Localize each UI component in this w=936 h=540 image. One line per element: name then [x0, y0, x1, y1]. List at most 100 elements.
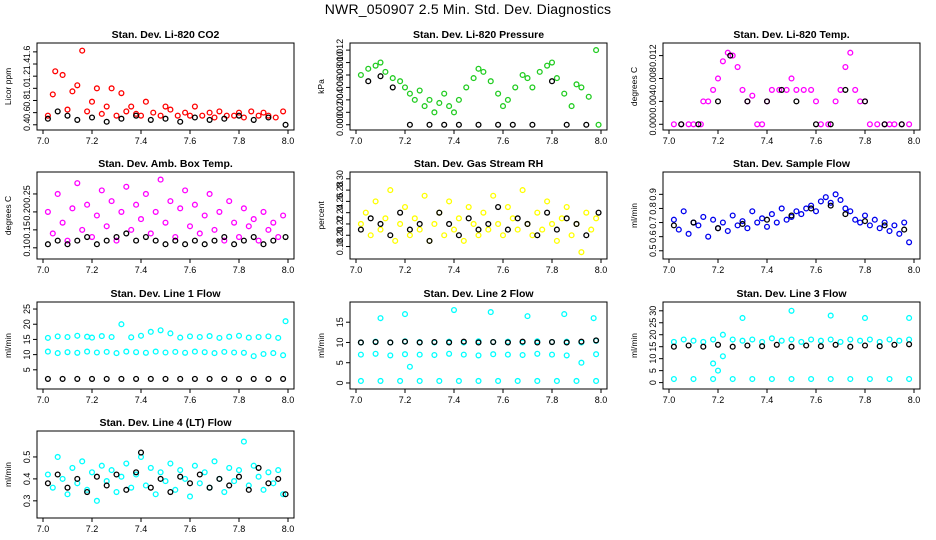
- data-point: [64, 241, 71, 248]
- data-point: [837, 86, 844, 93]
- series-upper-band: [670, 331, 913, 345]
- data-point: [401, 338, 409, 345]
- x-tick-label: 7.8: [233, 524, 246, 534]
- data-point: [162, 375, 169, 382]
- series-middle-band: [357, 350, 600, 370]
- data-point: [593, 377, 600, 384]
- data-point: [392, 237, 399, 244]
- data-point: [847, 336, 854, 343]
- data-point: [514, 226, 521, 233]
- data-point: [563, 352, 570, 359]
- y-tick-label: 0.25: [22, 185, 32, 203]
- data-point: [825, 121, 832, 128]
- x-tick-label: 7.0: [663, 265, 676, 275]
- plot-frame: [662, 171, 921, 260]
- data-point: [133, 349, 140, 356]
- data-point: [906, 314, 913, 322]
- data-point: [235, 375, 243, 382]
- data-point: [84, 108, 91, 115]
- data-point: [514, 215, 521, 222]
- data-point: [446, 103, 453, 110]
- data-point: [827, 199, 834, 206]
- data-point: [729, 212, 736, 219]
- y-axis-label: percent: [316, 201, 326, 230]
- x-tick-label: 7.8: [546, 136, 559, 146]
- y-axis-label: kPa: [316, 79, 326, 94]
- data-point: [88, 233, 96, 241]
- data-point: [177, 205, 184, 212]
- data-point: [886, 375, 893, 383]
- data-point: [152, 237, 159, 244]
- data-point: [808, 336, 815, 343]
- data-point: [64, 112, 71, 119]
- data-point: [485, 220, 492, 228]
- y-tick-label: 5: [648, 368, 658, 373]
- data-point: [426, 96, 433, 103]
- data-point: [842, 211, 849, 218]
- data-point: [705, 233, 712, 240]
- data-point: [763, 223, 771, 230]
- data-point: [827, 336, 834, 343]
- y-axis-label: ml/min: [629, 203, 639, 228]
- data-point: [852, 86, 859, 93]
- data-point: [172, 237, 179, 244]
- y-tick-label: 0.004: [335, 89, 345, 112]
- data-point: [729, 52, 736, 59]
- data-point: [446, 339, 453, 346]
- data-point: [700, 98, 707, 105]
- data-point: [235, 112, 243, 119]
- data-point: [231, 349, 238, 356]
- data-point: [69, 464, 76, 471]
- data-point: [186, 493, 194, 500]
- data-point: [84, 201, 91, 208]
- data-point: [788, 336, 795, 343]
- x-tick-label: 8.0: [908, 395, 921, 405]
- data-point: [108, 333, 115, 341]
- data-point: [74, 82, 81, 89]
- data-point: [906, 375, 913, 383]
- data-point: [372, 350, 379, 357]
- data-point: [265, 114, 272, 121]
- data-point: [152, 208, 159, 215]
- data-point: [727, 52, 734, 59]
- data-point: [749, 208, 756, 215]
- data-point: [436, 209, 443, 216]
- data-point: [182, 109, 189, 116]
- data-point: [842, 63, 849, 71]
- data-point: [250, 116, 257, 123]
- data-point: [128, 103, 135, 110]
- data-point: [211, 458, 218, 465]
- data-point: [280, 491, 287, 498]
- y-tick-label: 0.20: [22, 203, 32, 221]
- data-point: [475, 352, 482, 359]
- y-tick-label: 1.2: [22, 70, 32, 83]
- data-point: [857, 98, 864, 105]
- data-point: [74, 349, 81, 356]
- data-point: [235, 233, 243, 241]
- x-tick-label: 7.4: [135, 524, 148, 534]
- data-point: [754, 219, 761, 226]
- data-point: [118, 321, 125, 328]
- series-outliers: [377, 307, 597, 322]
- data-point: [196, 230, 203, 237]
- data-point: [79, 458, 86, 465]
- data-point: [416, 377, 423, 384]
- data-point: [372, 62, 379, 69]
- data-point: [808, 202, 815, 209]
- chart-title: Stan. Dev. Line 3 Flow: [736, 288, 847, 300]
- data-point: [455, 232, 462, 239]
- data-point: [177, 467, 184, 474]
- data-point: [504, 339, 511, 346]
- data-point: [255, 464, 262, 471]
- data-point: [186, 223, 194, 230]
- data-point: [898, 121, 905, 128]
- series-all: [357, 47, 602, 128]
- chart-line3: Stan. Dev. Line 3 Flow ml/min 7.0 7.2 7.4 7.6…: [629, 288, 921, 405]
- data-point: [265, 469, 272, 476]
- y-tick-label: 0.6: [22, 106, 32, 119]
- data-point: [382, 215, 389, 222]
- data-point: [199, 112, 206, 119]
- data-point: [113, 112, 120, 119]
- data-point: [182, 241, 189, 248]
- data-point: [108, 85, 115, 92]
